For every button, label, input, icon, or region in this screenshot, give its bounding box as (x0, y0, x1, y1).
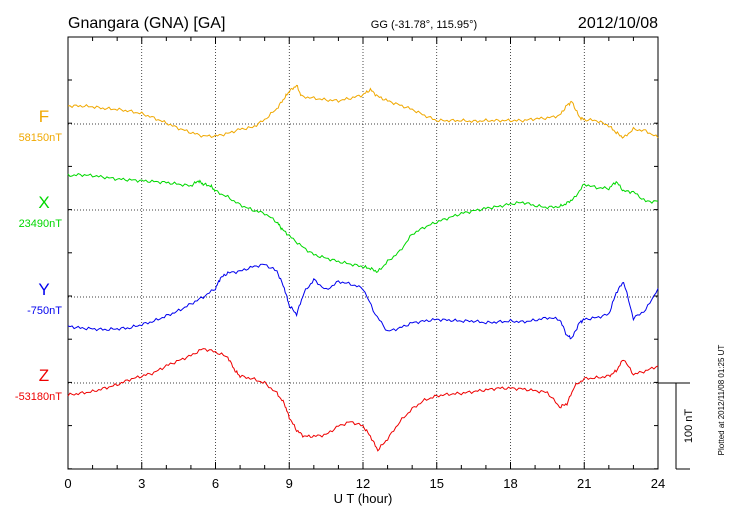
x-axis-label: U T (hour) (334, 491, 393, 506)
series-line-z (67, 348, 659, 452)
series-line-f (67, 84, 659, 139)
x-tick-label: 0 (64, 476, 71, 491)
x-tick-label: 9 (286, 476, 293, 491)
plotted-at-note: Plotted at 2012/11/08 01:25 UT (717, 345, 726, 456)
series-baseline-x: 23490nT (19, 218, 63, 230)
series-baseline-z: -53180nT (15, 391, 62, 403)
series-baseline-y: -750nT (27, 305, 62, 317)
axis-ticks (67, 37, 659, 470)
x-tick-label: 24 (651, 476, 665, 491)
x-tick-label: 3 (138, 476, 145, 491)
scale-bar-label: 100 nT (683, 409, 695, 444)
scale-bar: 100 nT (658, 382, 695, 470)
x-tick-label: 18 (503, 476, 517, 491)
grid (68, 37, 658, 469)
series-line-y (67, 263, 659, 340)
x-tick-labels: 0 3 6 9 12 15 18 21 24 (64, 476, 665, 491)
station-title: Gnangara (GNA) [GA] (68, 15, 225, 32)
series-baseline-f: 58150nT (19, 132, 63, 144)
coordinates-label: GG (-31.78°, 115.95°) (371, 19, 477, 31)
series-name-f: F (39, 107, 49, 126)
series-line-x (67, 173, 659, 273)
x-tick-label: 12 (356, 476, 370, 491)
series-name-x: X (38, 193, 49, 212)
series-lines (67, 84, 659, 452)
x-tick-label: 6 (212, 476, 219, 491)
series-name-z: Z (39, 366, 49, 385)
series-labels: F 58150nT X 23490nT Y -750nT Z -53180nT (15, 107, 62, 403)
series-name-y: Y (38, 280, 49, 299)
x-tick-label: 21 (577, 476, 591, 491)
date-label: 2012/10/08 (578, 15, 658, 32)
x-tick-label: 15 (430, 476, 444, 491)
